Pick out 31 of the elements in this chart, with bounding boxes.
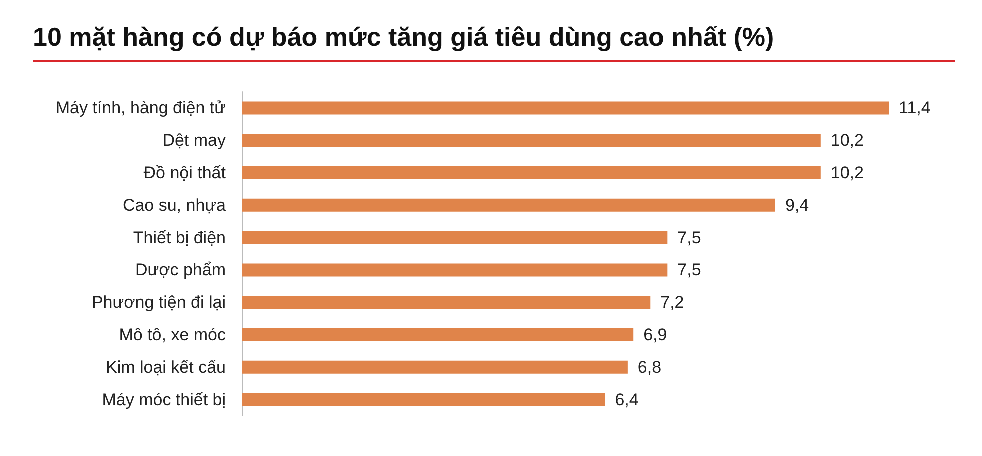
data-label: 10,2: [830, 131, 864, 150]
bar: [242, 264, 668, 277]
data-label: 7,2: [660, 293, 684, 312]
y-tick-label: Cao su, nhựa: [122, 196, 227, 215]
bar: [242, 134, 821, 148]
y-tick-label: Dược phẩm: [135, 260, 226, 280]
bar: [242, 166, 821, 180]
data-label: 6,8: [638, 358, 662, 377]
bar: [242, 198, 776, 212]
y-tick-label: Dệt may: [162, 131, 226, 150]
bar: [242, 393, 606, 406]
bar: [242, 296, 651, 310]
y-tick-label: Máy tính, hàng điện tử: [56, 98, 226, 118]
bar: [242, 231, 668, 244]
data-label: 7,5: [678, 228, 702, 248]
data-label: 6,9: [644, 326, 668, 344]
bar: [242, 328, 634, 342]
data-label: 6,4: [615, 390, 639, 410]
y-tick-label: Máy móc thiết bị: [102, 390, 226, 410]
y-tick-label: Thiết bị điện: [133, 228, 226, 248]
data-label: 11,4: [899, 98, 931, 118]
y-tick-label: Đồ nội thất: [144, 164, 226, 182]
y-tick-label: Kim loại kết cấu: [106, 358, 226, 377]
chart-title: 10 mặt hàng có dự báo mức tăng giá tiêu dùng cao nhất (%): [33, 22, 774, 53]
bar: [242, 102, 889, 115]
y-tick-label: Mô tô, xe móc: [119, 326, 226, 344]
bar: [242, 360, 628, 374]
data-label: 7,5: [678, 260, 702, 280]
y-tick-label: Phương tiện đi lại: [92, 293, 226, 312]
data-label: 10,2: [830, 164, 864, 182]
data-label: 9,4: [785, 196, 810, 215]
